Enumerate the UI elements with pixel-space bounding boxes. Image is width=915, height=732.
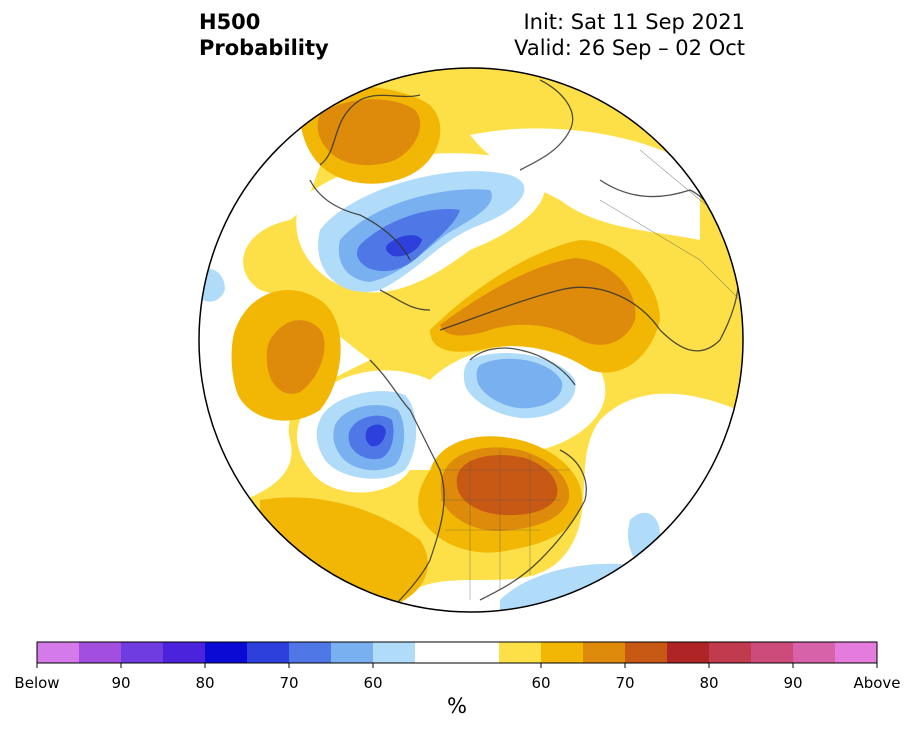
colorbar-cell [625,642,668,663]
variable-label: H500 [199,10,261,34]
date-info: Init: Sat 11 Sep 2021 Valid: 26 Sep – 02… [514,9,745,61]
colorbar-tick-label: Above [853,674,901,692]
colorbar-cell [373,642,416,663]
colorbar-cell [289,642,332,663]
colorbar-cell [751,642,794,663]
map-boundary [198,67,744,613]
colorbar-cell [499,642,542,663]
init-date: Init: Sat 11 Sep 2021 [523,10,745,34]
colorbar-cell [37,642,80,663]
colorbar-tick-label: 80 [699,674,719,692]
colorbar-cell [331,642,374,663]
colorbar-tick-label: 90 [783,674,803,692]
colorbar-cell [835,642,878,663]
colorbar-cell [583,642,626,663]
product-label: Probability [199,36,329,60]
colorbar-cell [457,642,500,663]
colorbar-tick-label: 90 [111,674,131,692]
polar-map [198,67,744,613]
colorbar-cell [205,642,248,663]
valid-date: Valid: 26 Sep – 02 Oct [514,36,745,60]
colorbar-cell [415,642,458,663]
map-title: H500 Probability [199,9,329,61]
colorbar-cell [247,642,290,663]
colorbar-cell [793,642,836,663]
unit-label: % [447,694,467,718]
colorbar [36,641,878,668]
colorbar-tick-label: 70 [615,674,635,692]
colorbar-cell [541,642,584,663]
colorbar-tick-label: 60 [531,674,551,692]
colorbar-cell [709,642,752,663]
colorbar-tick-label: 70 [279,674,299,692]
colorbar-tick-label: Below [14,674,60,692]
colorbar-cell [667,642,710,663]
colorbar-cell [163,642,206,663]
colorbar-tick-label: 60 [363,674,383,692]
colorbar-cell [79,642,122,663]
colorbar-tick-label: 80 [195,674,215,692]
colorbar-cell [121,642,164,663]
